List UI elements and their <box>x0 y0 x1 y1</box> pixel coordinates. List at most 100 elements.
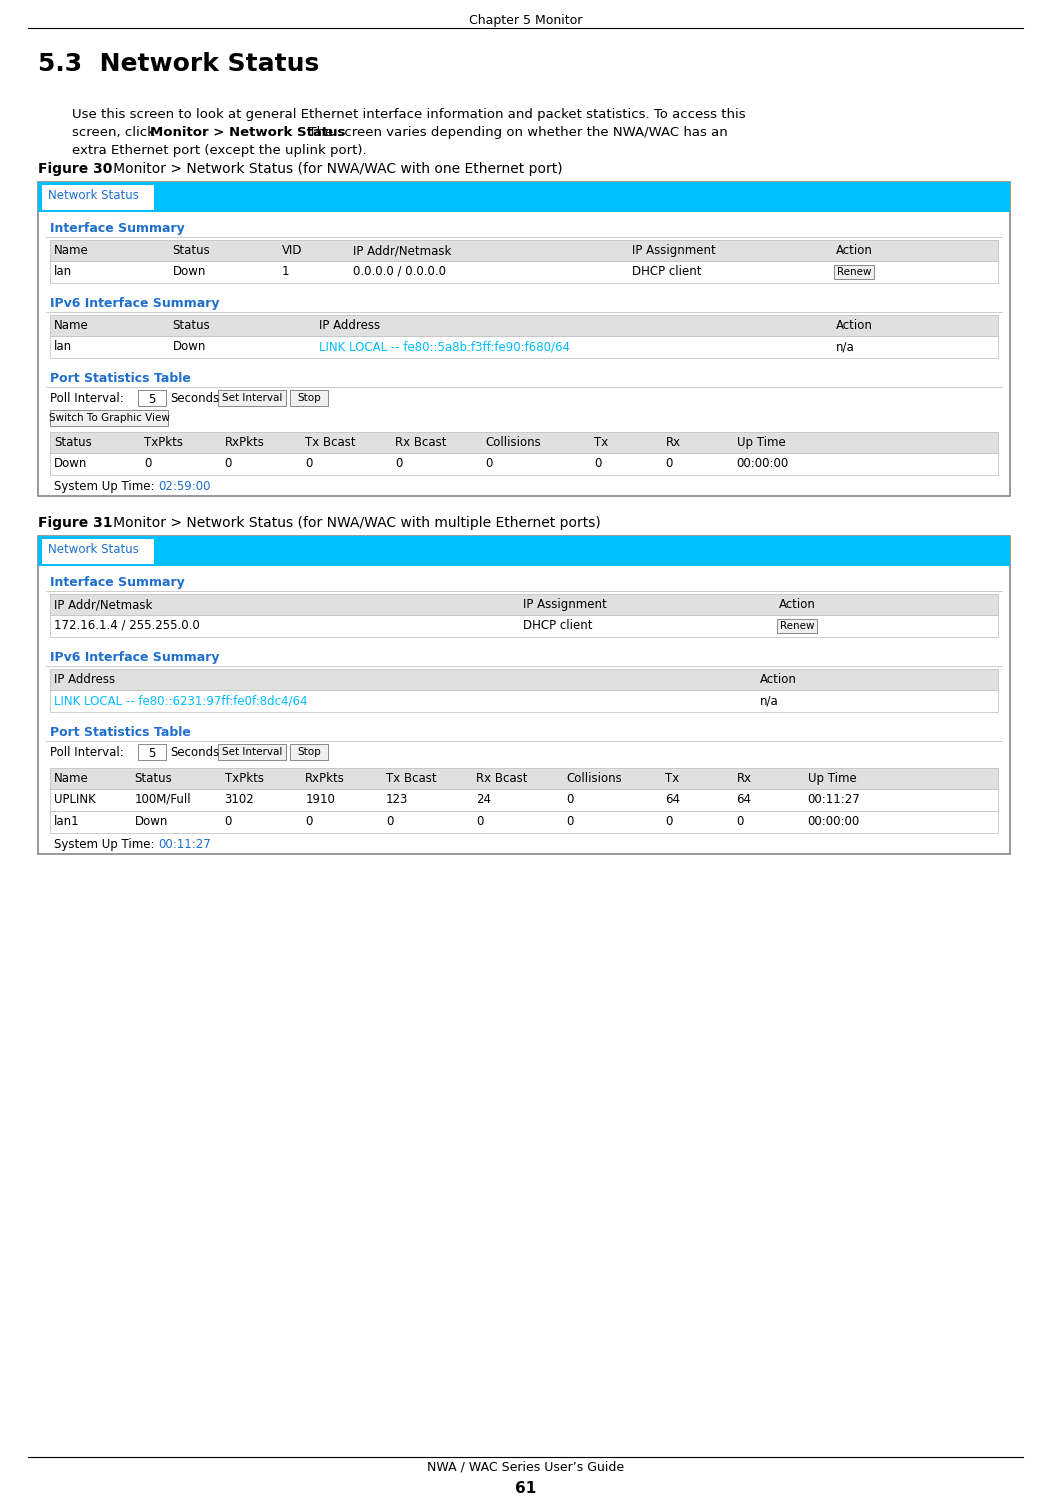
Text: Name: Name <box>54 244 88 257</box>
Text: VID: VID <box>282 244 302 257</box>
Text: Monitor > Network Status (for NWA/WAC with one Ethernet port): Monitor > Network Status (for NWA/WAC wi… <box>100 161 562 177</box>
Text: LINK LOCAL -- fe80::5a8b:f3ff:fe90:f680/64: LINK LOCAL -- fe80::5a8b:f3ff:fe90:f680/… <box>320 340 571 353</box>
Text: Collisions: Collisions <box>565 773 622 785</box>
Text: Rx Bcast: Rx Bcast <box>395 436 447 450</box>
Text: RxPkts: RxPkts <box>225 436 265 450</box>
Text: 0: 0 <box>595 457 602 469</box>
Bar <box>38 536 1010 854</box>
Text: IP Assignment: IP Assignment <box>523 598 607 611</box>
Text: Rx: Rx <box>665 436 681 450</box>
Text: 64: 64 <box>665 794 680 806</box>
Text: Rx: Rx <box>737 773 751 785</box>
Text: 0: 0 <box>565 815 573 828</box>
Text: 100M/Full: 100M/Full <box>135 794 191 806</box>
Text: 5: 5 <box>148 747 156 761</box>
Text: Down: Down <box>172 266 206 278</box>
Bar <box>50 337 998 358</box>
Text: DHCP client: DHCP client <box>633 266 702 278</box>
Text: Interface Summary: Interface Summary <box>50 576 185 589</box>
Text: IP Addr/Netmask: IP Addr/Netmask <box>54 598 152 611</box>
Bar <box>50 616 998 637</box>
Text: Action: Action <box>837 318 873 332</box>
Bar <box>218 389 286 406</box>
Text: 00:11:27: 00:11:27 <box>807 794 861 806</box>
Text: Seconds: Seconds <box>170 745 220 759</box>
Text: IPv6 Interface Summary: IPv6 Interface Summary <box>50 297 220 309</box>
Text: Tx Bcast: Tx Bcast <box>386 773 436 785</box>
Text: . The screen varies depending on whether the NWA/WAC has an: . The screen varies depending on whether… <box>300 125 727 139</box>
Text: TxPkts: TxPkts <box>225 773 264 785</box>
Text: IP Addr/Netmask: IP Addr/Netmask <box>353 244 451 257</box>
Text: IP Address: IP Address <box>54 673 116 687</box>
Text: Down: Down <box>135 815 168 828</box>
Text: 00:11:27: 00:11:27 <box>158 837 211 851</box>
Text: Stop: Stop <box>297 392 321 403</box>
Text: screen, click: screen, click <box>73 125 159 139</box>
Text: 123: 123 <box>386 794 408 806</box>
Text: Set Interval: Set Interval <box>222 392 282 403</box>
Text: Name: Name <box>54 318 88 332</box>
Text: 5: 5 <box>148 392 156 406</box>
Bar <box>834 266 874 279</box>
Text: 0: 0 <box>665 815 673 828</box>
Text: DHCP client: DHCP client <box>523 619 593 632</box>
Text: System Up Time:: System Up Time: <box>54 837 154 851</box>
Bar <box>138 389 166 406</box>
Bar <box>50 315 998 337</box>
Text: Poll Interval:: Poll Interval: <box>50 745 124 759</box>
Bar <box>42 186 154 210</box>
Text: Figure 31: Figure 31 <box>38 516 112 530</box>
Text: Figure 30: Figure 30 <box>38 161 112 177</box>
Bar <box>50 690 998 712</box>
Text: IP Address: IP Address <box>320 318 380 332</box>
Text: Rx Bcast: Rx Bcast <box>476 773 528 785</box>
Bar <box>218 744 286 761</box>
Bar <box>50 810 998 833</box>
Text: TxPkts: TxPkts <box>144 436 183 450</box>
Text: lan1: lan1 <box>54 815 80 828</box>
Text: Use this screen to look at general Ethernet interface information and packet sta: Use this screen to look at general Ether… <box>73 109 745 121</box>
Text: 24: 24 <box>476 794 491 806</box>
Bar <box>778 619 818 632</box>
Text: 61: 61 <box>515 1480 536 1495</box>
Text: Action: Action <box>779 598 816 611</box>
Text: 00:00:00: 00:00:00 <box>737 457 789 469</box>
Text: Network Status: Network Status <box>48 189 139 202</box>
Text: Stop: Stop <box>297 747 321 758</box>
Bar <box>50 768 998 789</box>
Bar <box>50 453 998 475</box>
Text: System Up Time:: System Up Time: <box>54 480 154 493</box>
Bar <box>38 536 1010 566</box>
Bar <box>50 595 998 616</box>
Text: 64: 64 <box>737 794 751 806</box>
Text: Poll Interval:: Poll Interval: <box>50 392 124 404</box>
Bar <box>38 183 1010 496</box>
Text: Status: Status <box>172 318 210 332</box>
Text: 0: 0 <box>225 457 232 469</box>
Text: Tx: Tx <box>665 773 680 785</box>
Text: lan: lan <box>54 266 73 278</box>
Text: 0: 0 <box>476 815 483 828</box>
Text: Port Statistics Table: Port Statistics Table <box>50 726 191 739</box>
Text: Interface Summary: Interface Summary <box>50 222 185 235</box>
Text: extra Ethernet port (except the uplink port).: extra Ethernet port (except the uplink p… <box>73 143 367 157</box>
Text: Switch To Graphic View: Switch To Graphic View <box>48 413 169 423</box>
Text: 0.0.0.0 / 0.0.0.0: 0.0.0.0 / 0.0.0.0 <box>353 266 446 278</box>
Text: n/a: n/a <box>837 340 854 353</box>
Text: 0: 0 <box>395 457 403 469</box>
Bar <box>50 432 998 453</box>
Text: Up Time: Up Time <box>737 436 785 450</box>
Text: Monitor > Network Status: Monitor > Network Status <box>149 125 345 139</box>
Bar <box>50 668 998 690</box>
Text: Renew: Renew <box>837 267 871 278</box>
Bar <box>50 261 998 284</box>
Text: LINK LOCAL -- fe80::6231:97ff:fe0f:8dc4/64: LINK LOCAL -- fe80::6231:97ff:fe0f:8dc4/… <box>54 694 308 708</box>
Text: lan: lan <box>54 340 73 353</box>
Text: Monitor > Network Status (for NWA/WAC with multiple Ethernet ports): Monitor > Network Status (for NWA/WAC wi… <box>100 516 601 530</box>
Text: 0: 0 <box>386 815 393 828</box>
Text: 0: 0 <box>225 815 232 828</box>
Text: 0: 0 <box>305 457 312 469</box>
Text: Chapter 5 Monitor: Chapter 5 Monitor <box>469 14 582 27</box>
Bar <box>50 789 998 810</box>
Text: 00:00:00: 00:00:00 <box>807 815 860 828</box>
